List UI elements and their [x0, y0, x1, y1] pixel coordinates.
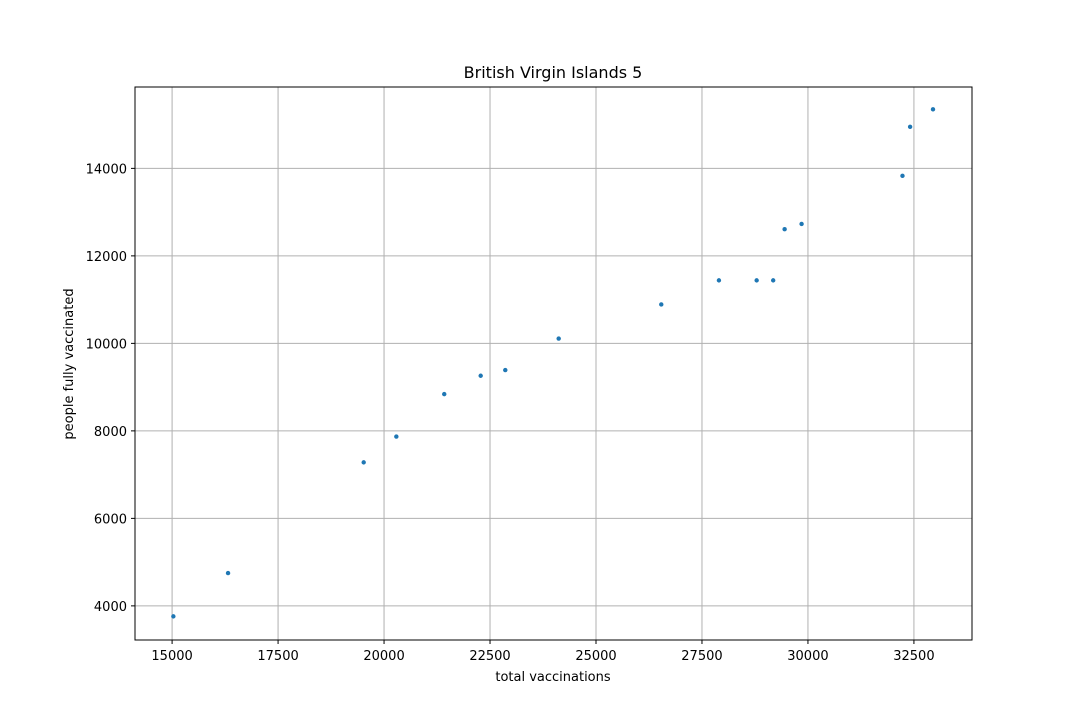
data-point — [225, 570, 231, 576]
x-tick-label: 20000 — [363, 649, 404, 664]
grid — [135, 87, 972, 640]
data-point — [659, 302, 664, 307]
data-point — [394, 434, 399, 439]
data-point — [503, 367, 508, 373]
y-tick-label: 12000 — [86, 250, 127, 265]
data-point — [171, 614, 176, 619]
data-points — [171, 107, 936, 619]
x-tick-label: 30000 — [787, 649, 828, 664]
data-point — [754, 278, 759, 283]
y-tick-label: 6000 — [94, 512, 127, 527]
data-point — [442, 391, 447, 397]
x-tick-label: 25000 — [575, 649, 616, 664]
data-point — [907, 124, 913, 130]
data-point — [900, 173, 905, 179]
x-tick-label: 32500 — [893, 649, 934, 664]
y-tick-label: 4000 — [94, 600, 127, 615]
data-point — [782, 226, 787, 232]
y-axis-label: people fully vaccinated — [62, 288, 77, 439]
chart-title: British Virgin Islands 5 — [464, 63, 643, 82]
x-tick-label: 17500 — [257, 649, 298, 664]
data-point — [716, 278, 722, 283]
data-point — [770, 278, 776, 283]
x-axis: 15000 17500 20000 22500 25000 27500 30000 32500 — [151, 640, 935, 664]
y-tick-label: 10000 — [86, 337, 127, 352]
y-axis: 4000 6000 8000 10000 12000 14000 — [86, 162, 135, 615]
data-point — [361, 460, 366, 465]
x-tick-label: 22500 — [469, 649, 510, 664]
data-point — [930, 107, 936, 112]
data-point — [556, 336, 561, 341]
y-tick-label: 14000 — [86, 162, 127, 177]
x-tick-label: 27500 — [681, 649, 722, 664]
plot-frame — [134, 86, 973, 641]
y-tick-label: 8000 — [94, 425, 127, 440]
x-axis-label: total vaccinations — [495, 670, 611, 685]
data-point — [799, 221, 804, 227]
data-point — [478, 373, 483, 378]
x-tick-label: 15000 — [151, 649, 192, 664]
